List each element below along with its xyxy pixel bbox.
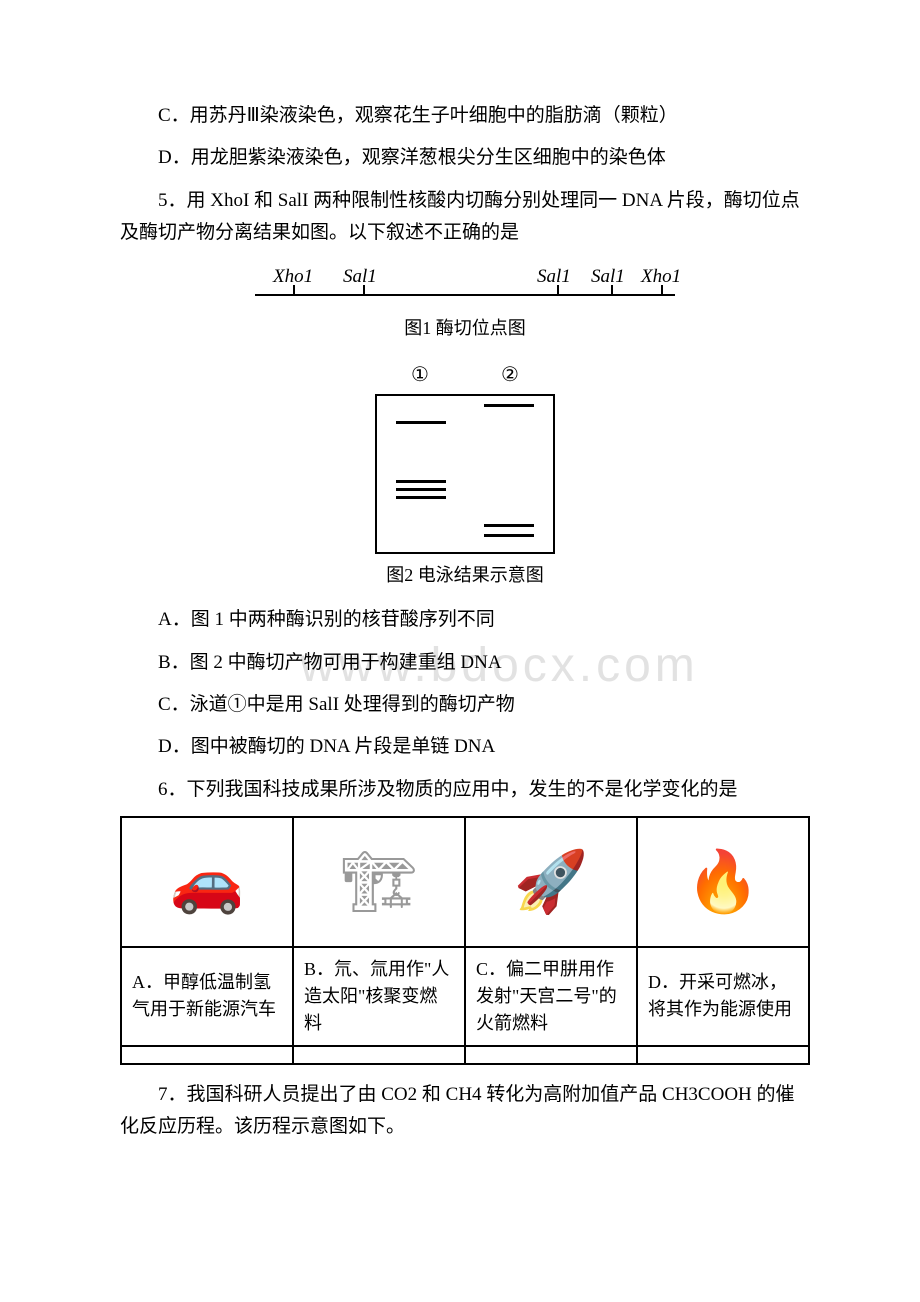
q6-empty-a <box>121 1046 293 1064</box>
q6-empty-c <box>465 1046 637 1064</box>
enzyme-label: Sal1 <box>537 261 571 293</box>
gel-band <box>484 404 533 407</box>
q5-fig1-caption: 图1 酶切位点图 <box>120 313 810 344</box>
enzyme-label: Sal1 <box>343 261 377 293</box>
q6-cell-b: B．氘、氚用作"人造太阳"核聚变燃料 <box>293 947 465 1046</box>
q6-img-c: 🚀 <box>465 817 637 947</box>
gel-band <box>396 480 445 483</box>
enzyme-label: Sal1 <box>591 261 625 293</box>
enzyme-tick <box>661 285 663 294</box>
q6-img-d: 🔥 <box>637 817 809 947</box>
q6-empty-d <box>637 1046 809 1064</box>
q5-option-d: D．图中被酶切的 DNA 片段是单链 DNA <box>120 731 810 763</box>
q7-stem: 7．我国科研人员提出了由 CO2 和 CH4 转化为高附加值产品 CH3COOH… <box>120 1079 810 1144</box>
enzyme-dna-line <box>255 294 675 296</box>
lane1-label: ① <box>411 358 429 392</box>
gel-band <box>396 421 445 424</box>
enzyme-tick <box>557 285 559 294</box>
car-icon: 🚗 <box>170 831 245 933</box>
gel-band <box>484 534 533 537</box>
q6-cell-d: D．开采可燃冰，将其作为能源使用 <box>637 947 809 1046</box>
enzyme-tick <box>611 285 613 294</box>
q5-option-c: C．泳道①中是用 SalI 处理得到的酶切产物 <box>120 689 810 721</box>
q5-stem: 5．用 XhoI 和 SalI 两种限制性核酸内切酶分别处理同一 DNA 片段，… <box>120 185 810 250</box>
enzyme-tick <box>363 285 365 294</box>
q5-figure1: Xho1Sal1Sal1Sal1Xho1 图1 酶切位点图 <box>120 261 810 344</box>
q6-table: 🚗 🏗 🚀 🔥 A．甲醇低温制氢气用于新能源汽车 B．氘、氚用作"人造太阳"核聚… <box>120 816 810 1065</box>
q6-img-b: 🏗 <box>293 817 465 947</box>
flame-icon: 🔥 <box>686 831 761 933</box>
enzyme-tick <box>293 285 295 294</box>
q6-cell-c: C．偏二甲肼用作发射"天宫二号"的火箭燃料 <box>465 947 637 1046</box>
q6-img-a: 🚗 <box>121 817 293 947</box>
gel-band <box>396 496 445 499</box>
q4-option-c: C．用苏丹Ⅲ染液染色，观察花生子叶细胞中的脂肪滴（颗粒） <box>120 100 810 132</box>
q5-option-b: B．图 2 中酶切产物可用于构建重组 DNA <box>120 647 810 679</box>
gel-band <box>396 488 445 491</box>
q6-stem: 6．下列我国科技成果所涉及物质的应用中，发生的不是化学变化的是 <box>120 774 810 806</box>
q6-cell-a: A．甲醇低温制氢气用于新能源汽车 <box>121 947 293 1046</box>
q6-empty-b <box>293 1046 465 1064</box>
q5-option-a: A．图 1 中两种酶识别的核苷酸序列不同 <box>120 604 810 636</box>
lane2-label: ② <box>501 358 519 392</box>
reactor-icon: 🏗 <box>341 831 417 933</box>
rocket-icon: 🚀 <box>514 831 589 933</box>
q4-option-d: D．用龙胆紫染液染色，观察洋葱根尖分生区细胞中的染色体 <box>120 142 810 174</box>
q5-figure2: ① ② 图2 电泳结果示意图 <box>120 358 810 591</box>
q5-fig2-caption: 图2 电泳结果示意图 <box>120 560 810 591</box>
gel-band <box>484 524 533 527</box>
